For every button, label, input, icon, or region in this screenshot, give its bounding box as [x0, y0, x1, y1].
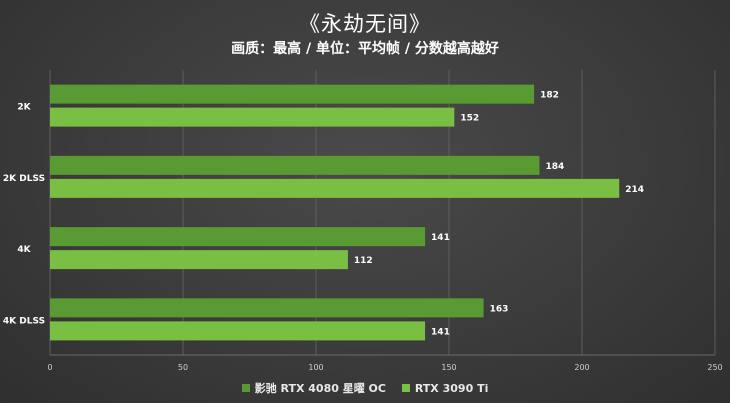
category-label-1: 2K DLSS — [3, 174, 45, 184]
data-label-series-2-2: 112 — [354, 256, 373, 266]
bar-series-1-0 — [50, 84, 535, 104]
x-tick-label-3: 150 — [441, 363, 456, 372]
data-label-series-2-3: 141 — [431, 327, 450, 337]
legend-swatch-series-1 — [241, 384, 250, 392]
bar-series-1-2 — [50, 227, 426, 247]
data-label-series-1-0: 182 — [540, 91, 559, 101]
data-label-series-1-2: 141 — [431, 233, 450, 243]
legend-label-series-1: 影驰 RTX 4080 星曜 OC — [254, 382, 386, 395]
data-label-series-2-0: 152 — [460, 114, 479, 124]
bar-series-2-2 — [50, 250, 348, 270]
bar-series-1-3 — [50, 298, 484, 318]
chart-subtitle: 画质：最高 / 单位：平均帧 / 分数越高越好 — [231, 41, 499, 57]
x-tick-label-4: 200 — [574, 363, 589, 372]
bar-series-1-1 — [50, 155, 540, 175]
x-tick-label-1: 50 — [178, 363, 188, 372]
data-label-series-2-1: 214 — [625, 185, 644, 195]
x-tick-label-2: 100 — [308, 363, 323, 372]
data-label-series-1-1: 184 — [545, 162, 564, 172]
chart-title: 《永劫无间》 — [299, 12, 431, 36]
legend: 影驰 RTX 4080 星曜 OC RTX 3090 Ti — [0, 380, 730, 396]
category-label-3: 4K DLSS — [3, 316, 45, 326]
legend-item-series-2: RTX 3090 Ti — [401, 381, 489, 395]
bar-series-2-1 — [50, 178, 620, 198]
category-label-0: 2K — [17, 103, 31, 113]
legend-swatch-series-2 — [401, 384, 410, 392]
bar-series-2-0 — [50, 107, 455, 127]
legend-item-series-1: 影驰 RTX 4080 星曜 OC — [241, 380, 386, 396]
x-tick-label-0: 0 — [47, 363, 52, 372]
bar-series-2-3 — [50, 321, 426, 341]
legend-label-series-2: RTX 3090 Ti — [414, 381, 489, 395]
x-tick-label-5: 250 — [707, 363, 722, 372]
category-label-2: 4K — [17, 245, 31, 255]
data-label-series-1-3: 163 — [490, 304, 509, 314]
